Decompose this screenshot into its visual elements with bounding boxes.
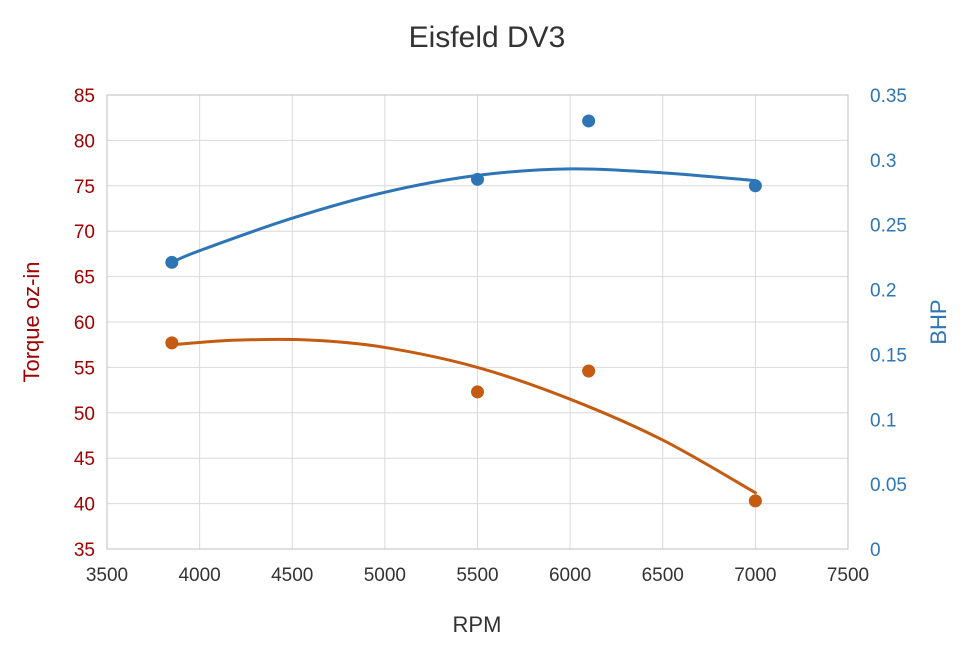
bhp-point	[471, 172, 484, 186]
y-right-tick-label: 0.25	[870, 216, 907, 237]
torque-point	[748, 494, 762, 508]
y-left-tick-label: 35	[74, 540, 95, 561]
trendline-layer	[170, 167, 757, 495]
x-tick-label: 7500	[827, 565, 869, 586]
bhp-trendline	[170, 167, 757, 264]
bhp-point	[165, 255, 179, 269]
x-tick-label: 6500	[642, 565, 684, 586]
plot-frame	[106, 94, 849, 550]
torque-trendline	[170, 337, 757, 495]
y-right-tick-label: 0	[870, 540, 881, 561]
y-left-tick-label: 70	[74, 222, 95, 243]
x-tick-label: 4500	[271, 565, 313, 586]
axes-layer: 35 40 45 50 55 60 65 70 75 80 85 3500 4000 4500 5000 55…	[74, 86, 907, 586]
x-tick-label: 5000	[364, 565, 406, 586]
bhp-point	[582, 114, 596, 128]
x-tick-label: 5500	[456, 565, 498, 586]
y-axis-right-label: BHP	[926, 299, 951, 344]
torque-point	[165, 336, 179, 350]
x-tick-label: 7000	[734, 565, 776, 586]
torque-point	[471, 385, 484, 399]
y-right-tick-label: 0.15	[870, 345, 907, 366]
x-tick-label: 6000	[549, 565, 591, 586]
marks-layer	[165, 114, 762, 508]
y-left-tick-label: 40	[74, 495, 95, 516]
y-right-tick-label: 0.2	[870, 281, 896, 302]
x-tick-label: 3500	[86, 565, 128, 586]
bhp-point	[748, 179, 762, 193]
y-left-tick-label: 55	[74, 358, 95, 379]
y-right-tick-label: 0.05	[870, 475, 907, 496]
torque-point	[582, 364, 596, 378]
y-left-tick-label: 60	[74, 313, 95, 334]
y-left-tick-label: 45	[74, 449, 95, 470]
chart-title: Eisfeld DV3	[409, 21, 566, 54]
y-right-tick-label: 0.35	[870, 86, 907, 107]
y-left-tick-label: 50	[74, 404, 95, 425]
x-tick-label: 4000	[178, 565, 220, 586]
y-axis-left-label: Torque oz-in	[19, 261, 44, 382]
y-left-tick-label: 80	[74, 131, 95, 152]
y-left-tick-label: 85	[74, 86, 95, 107]
x-axis-label: RPM	[453, 612, 502, 637]
y-right-tick-label: 0.1	[870, 410, 896, 431]
y-left-tick-label: 75	[74, 177, 95, 198]
y-right-tick-label: 0.3	[870, 151, 896, 172]
y-left-tick-label: 65	[74, 268, 95, 289]
